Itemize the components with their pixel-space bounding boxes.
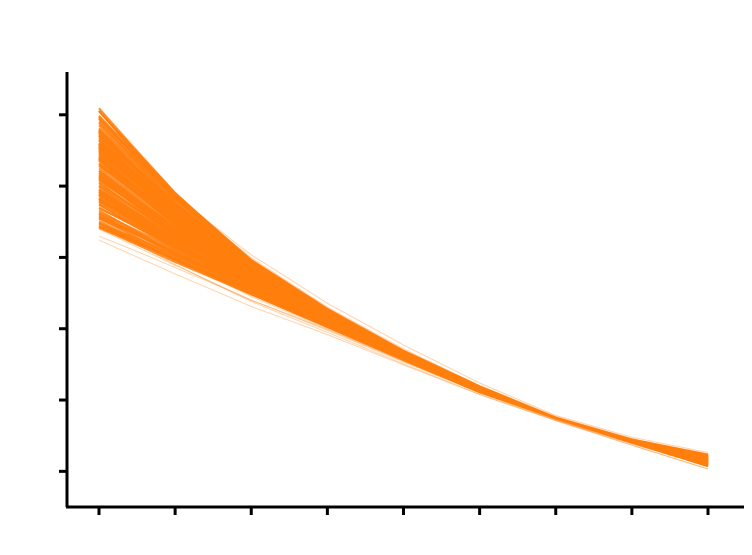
series-line <box>98 140 709 463</box>
series-line <box>98 129 709 453</box>
series-line <box>98 124 709 460</box>
series-line <box>98 107 709 459</box>
series-line <box>98 134 709 459</box>
series-lines <box>98 107 709 470</box>
y-ticks <box>59 113 67 473</box>
series-line <box>98 128 709 463</box>
series-line <box>98 122 709 457</box>
series-line <box>98 120 709 462</box>
series-line <box>98 109 709 463</box>
series-line <box>98 127 709 457</box>
series-line <box>98 155 709 460</box>
series-line <box>98 131 709 456</box>
series-line <box>98 110 709 458</box>
series-line <box>98 119 709 465</box>
series-line <box>98 137 709 460</box>
series-line <box>98 131 709 462</box>
series-line <box>98 156 709 463</box>
series-line <box>98 134 709 459</box>
series-line <box>98 136 709 463</box>
series-line <box>98 115 709 456</box>
series-line <box>98 142 709 462</box>
series-line <box>98 128 709 462</box>
series-line <box>98 143 709 459</box>
series-line <box>98 159 709 464</box>
series-line <box>98 156 709 458</box>
series-line <box>98 146 709 458</box>
series-line <box>98 156 709 461</box>
series-line <box>98 145 709 460</box>
series-line <box>98 143 709 459</box>
series-line <box>98 131 709 462</box>
series-line <box>98 138 709 462</box>
series-line <box>98 151 709 457</box>
series-line <box>98 130 709 460</box>
series-line <box>98 158 709 463</box>
series-line <box>98 228 709 467</box>
series-line <box>98 149 709 460</box>
series-line <box>98 130 709 459</box>
series-line <box>98 149 709 462</box>
series-line <box>98 146 709 458</box>
series-line <box>98 130 709 461</box>
series-line <box>98 148 709 458</box>
series-line <box>98 223 709 470</box>
series-line <box>98 116 709 461</box>
series-line <box>98 150 709 460</box>
series-line <box>98 110 709 458</box>
series-line <box>98 143 709 463</box>
series-line <box>98 139 709 461</box>
series-line <box>98 117 709 458</box>
series-line <box>98 130 709 461</box>
series-line <box>98 158 709 460</box>
series-line <box>98 147 709 462</box>
series-line <box>98 152 709 466</box>
series-line <box>98 139 709 457</box>
series-line <box>98 135 709 463</box>
series-line <box>98 131 709 458</box>
series-line <box>98 147 709 465</box>
series-line <box>98 142 709 458</box>
x-ticks <box>97 507 710 515</box>
series-line <box>98 147 709 463</box>
series-line <box>98 142 709 458</box>
series-line <box>98 144 709 462</box>
series-line <box>98 154 709 462</box>
series-line <box>98 145 709 464</box>
series-line <box>98 131 709 463</box>
series-line <box>98 157 709 464</box>
series-line <box>98 146 709 462</box>
series-line <box>98 139 709 462</box>
series-line <box>98 131 709 464</box>
series-line <box>98 157 709 458</box>
series-line <box>98 110 709 460</box>
series-line <box>98 116 709 457</box>
series-line <box>98 133 709 461</box>
series-line <box>98 118 709 459</box>
series-line <box>98 118 709 460</box>
series-line <box>98 152 709 458</box>
series-line <box>98 143 709 460</box>
series-line <box>98 143 709 464</box>
series-line <box>98 153 709 460</box>
series-line <box>98 239 709 470</box>
series-line <box>98 146 709 457</box>
